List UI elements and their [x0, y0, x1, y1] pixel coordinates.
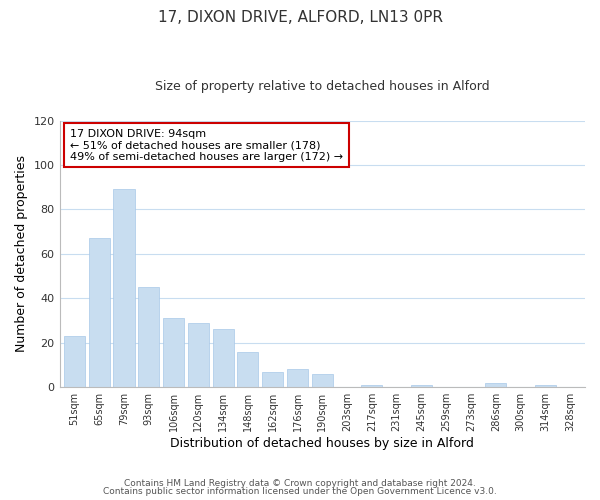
X-axis label: Distribution of detached houses by size in Alford: Distribution of detached houses by size …	[170, 437, 474, 450]
Bar	[287, 370, 308, 387]
Title: Size of property relative to detached houses in Alford: Size of property relative to detached ho…	[155, 80, 490, 93]
Y-axis label: Number of detached properties: Number of detached properties	[15, 156, 28, 352]
Bar	[361, 385, 382, 387]
Bar	[312, 374, 333, 387]
Bar	[411, 385, 432, 387]
Bar	[113, 190, 134, 387]
Bar	[138, 287, 160, 387]
Bar	[535, 385, 556, 387]
Bar	[64, 336, 85, 387]
Bar	[188, 323, 209, 387]
Bar	[238, 352, 259, 387]
Text: 17, DIXON DRIVE, ALFORD, LN13 0PR: 17, DIXON DRIVE, ALFORD, LN13 0PR	[157, 10, 443, 25]
Bar	[89, 238, 110, 387]
Text: 17 DIXON DRIVE: 94sqm
← 51% of detached houses are smaller (178)
49% of semi-det: 17 DIXON DRIVE: 94sqm ← 51% of detached …	[70, 128, 343, 162]
Bar	[212, 330, 233, 387]
Text: Contains HM Land Registry data © Crown copyright and database right 2024.: Contains HM Land Registry data © Crown c…	[124, 478, 476, 488]
Bar	[262, 372, 283, 387]
Bar	[485, 383, 506, 387]
Bar	[163, 318, 184, 387]
Text: Contains public sector information licensed under the Open Government Licence v3: Contains public sector information licen…	[103, 487, 497, 496]
